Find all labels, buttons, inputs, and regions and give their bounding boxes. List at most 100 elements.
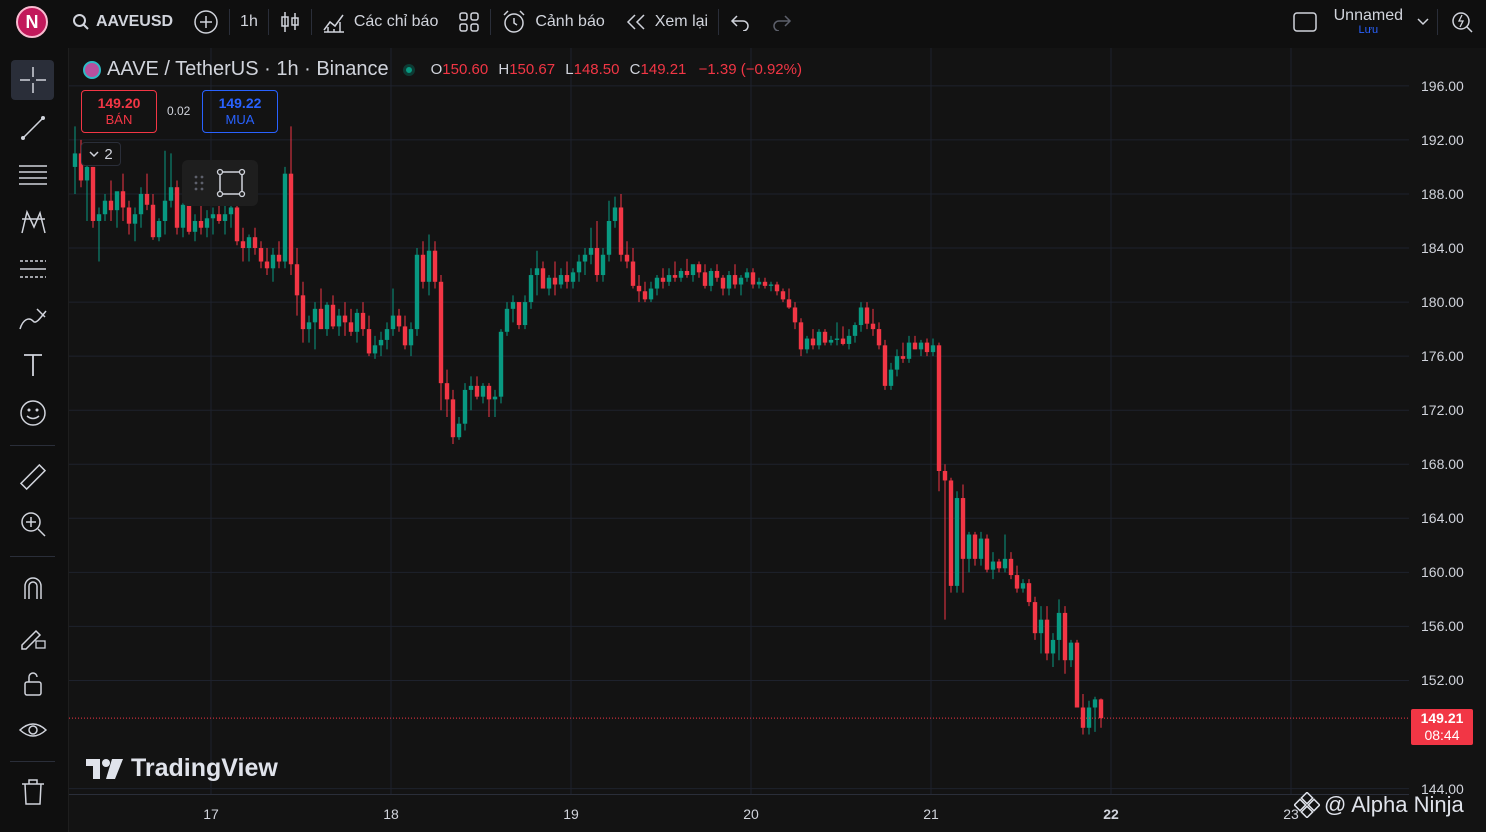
candle [534, 250, 540, 296]
candle [780, 288, 786, 303]
candle [384, 322, 390, 350]
layout-square-button[interactable] [1282, 0, 1328, 44]
candle-body [768, 284, 774, 286]
price-tick-label: 164.00 [1421, 510, 1464, 527]
candle [276, 241, 282, 269]
emoji-tool[interactable] [11, 393, 54, 433]
candle-body [108, 200, 114, 211]
candle [228, 203, 234, 228]
symbol-search-button[interactable]: AAVEUSD [62, 0, 183, 44]
hide-drawings-tool[interactable] [11, 710, 54, 750]
user-avatar[interactable]: N [16, 6, 48, 38]
zoom-in-icon [20, 512, 46, 537]
candle [588, 227, 594, 265]
price-axis[interactable]: 196.00 192.00 188.00 184.00 180.00 176.00 172.… [1409, 48, 1486, 797]
candle-body [1068, 642, 1074, 661]
candle-body [552, 277, 558, 285]
interval-button[interactable]: 1h [240, 13, 258, 30]
binance-diamond-icon [1294, 792, 1320, 818]
compare-symbol-button[interactable] [183, 0, 229, 44]
market-open-icon [402, 63, 415, 76]
indicators-button[interactable]: Các chỉ báo [312, 0, 449, 44]
chart-pane[interactable]: AAVE / TetherUS · 1h · Binance O150.60 H… [68, 48, 1486, 832]
price-chart[interactable] [69, 48, 1409, 794]
candle-body [582, 254, 588, 262]
candle [642, 281, 648, 303]
candle [1026, 579, 1032, 607]
candle [246, 234, 252, 262]
quick-search-button[interactable] [1438, 0, 1486, 44]
buy-button[interactable]: 149.22 MUA [202, 90, 278, 133]
layout-menu-button[interactable] [1409, 0, 1437, 44]
candle-body [78, 153, 84, 181]
candle-body [438, 281, 444, 384]
candle [966, 531, 972, 573]
candle [864, 302, 870, 330]
square-icon [1292, 12, 1317, 32]
layout-name[interactable]: Unnamed Lưu [1328, 7, 1409, 36]
chevron-down-icon [1417, 18, 1429, 26]
measure-tool[interactable] [11, 457, 54, 497]
drag-handle-icon[interactable] [194, 174, 204, 192]
replay-button[interactable]: Xem lại [615, 0, 718, 44]
candle [528, 268, 534, 309]
candle [312, 302, 318, 350]
pattern-icon [20, 209, 46, 234]
rewind-icon [626, 14, 645, 30]
time-axis[interactable]: 17 18 19 20 21 22 23 [69, 794, 1409, 832]
candle [564, 261, 570, 289]
alerts-button[interactable]: Cảnh báo [491, 0, 614, 44]
candle-body [498, 331, 504, 397]
time-tick-label: 18 [383, 806, 399, 822]
candle-body [90, 166, 96, 221]
candle [300, 281, 306, 343]
candle-body [708, 270, 714, 286]
top-toolbar: N AAVEUSD 1h Các chỉ báo Cảnh báo Xem lạ… [0, 0, 1486, 44]
indicators-collapse-button[interactable]: 2 [81, 142, 121, 166]
candle-body [324, 304, 330, 330]
candle-body [984, 538, 990, 570]
rectangle-select-icon[interactable] [216, 168, 246, 198]
forecast-tool[interactable] [11, 249, 54, 289]
trend-line-tool[interactable] [11, 108, 54, 148]
candle [720, 275, 726, 296]
candle-body [822, 331, 828, 343]
redo-button[interactable] [761, 0, 803, 44]
candle-body [192, 220, 198, 232]
candle-body [150, 204, 156, 238]
price-tick-label: 188.00 [1421, 185, 1464, 202]
brush-tool[interactable] [11, 298, 54, 338]
legend-title[interactable]: AAVE / TetherUS · 1h · Binance [107, 58, 389, 80]
candle [1050, 633, 1056, 667]
magnet-tool[interactable] [11, 568, 54, 608]
tradingview-logo[interactable]: TradingView [85, 754, 278, 783]
lock-drawings-tool[interactable] [11, 664, 54, 704]
sell-button[interactable]: 149.20 BÁN [81, 90, 157, 133]
remove-drawings-tool[interactable] [11, 772, 54, 812]
candle-body [696, 264, 702, 273]
candle-body [600, 254, 606, 276]
chart-type-button[interactable] [269, 0, 311, 44]
candles-icon [281, 12, 299, 32]
keep-drawing-tool[interactable] [11, 616, 54, 656]
crosshair-tool[interactable] [11, 60, 54, 100]
candle [462, 383, 468, 431]
fib-tool[interactable] [11, 155, 54, 195]
candle-body [726, 275, 732, 289]
text-tool[interactable] [11, 345, 54, 385]
candle [144, 173, 150, 211]
templates-button[interactable] [448, 0, 490, 44]
zoom-tool[interactable] [11, 504, 54, 544]
toolbar-divider [10, 761, 55, 762]
candle-body [912, 342, 918, 350]
candle [336, 308, 342, 336]
candle [762, 277, 768, 289]
tradingview-logo-icon [86, 758, 123, 779]
candle-body [816, 331, 822, 346]
candle [540, 261, 546, 289]
candle [978, 531, 984, 566]
candle-body [636, 285, 642, 292]
candle [234, 200, 240, 246]
undo-button[interactable] [719, 0, 761, 44]
pattern-tool[interactable] [11, 202, 54, 242]
